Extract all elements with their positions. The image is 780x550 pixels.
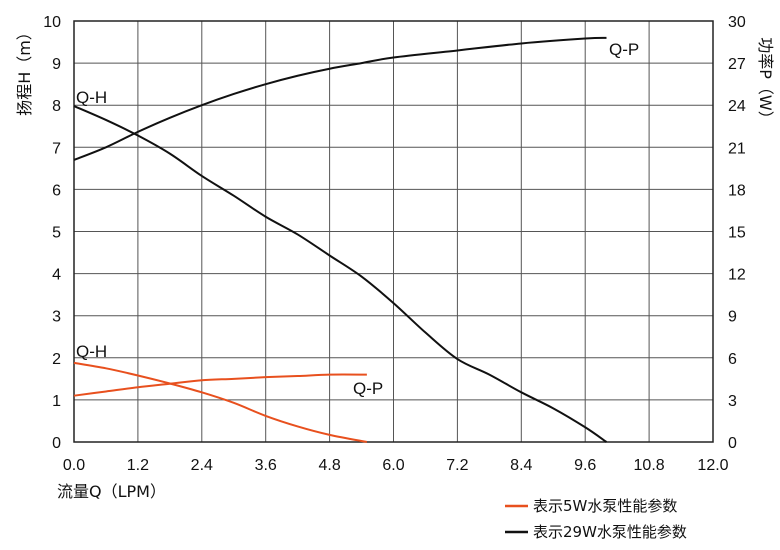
y-left-tick-label: 4 [52,267,61,284]
series-lines [73,36,608,443]
legend-label-5w: 表示5W水泵性能参数 [533,497,677,515]
plot-frame [73,20,714,443]
y-right-tick-label: 9 [728,309,737,326]
series-line-29w-qp [73,36,607,161]
grid [73,20,714,443]
y-right-tick-label: 21 [728,140,746,157]
x-tick-label: 2.4 [191,457,213,474]
y-right-tick-label: 27 [728,56,746,73]
y-right-tick-label: 0 [728,435,737,452]
x-tick-label: 9.6 [574,457,596,474]
legend: 表示5W水泵性能参数 表示29W水泵性能参数 [505,497,687,541]
y-left-tick-label: 3 [52,309,61,326]
y-right-tick-label: 12 [728,267,746,284]
y-right-tick-label: 6 [728,351,737,368]
legend-label-29w: 表示29W水泵性能参数 [533,523,687,541]
x-tick-label: 8.4 [510,457,532,474]
y-left-tick-label: 10 [43,14,61,31]
y-right-tick-label: 15 [728,225,746,242]
y-left-axis-title: 扬程H（m） [15,24,34,116]
y-left-tick-label: 5 [52,225,61,242]
series-label-29w-qp: Q-P [609,40,639,59]
y-left-tick-label: 8 [52,98,61,115]
series-line-29w-qh [73,105,608,443]
series-line-5w-qh [73,361,368,443]
y-left-tick-label: 9 [52,56,61,73]
y-left-tick-label: 7 [52,140,61,157]
y-left-tick-label: 2 [52,351,61,368]
x-tick-label: 1.2 [127,457,149,474]
x-tick-label: 3.6 [255,457,277,474]
series-label-5w-qh: Q-H [76,342,107,361]
x-tick-label: 7.2 [446,457,468,474]
series-label-29w-qh: Q-H [76,88,107,107]
y-right-tick-label: 3 [728,393,737,410]
y-right-axis-title: 功率P（W） [756,37,775,126]
series-line-5w-qp [73,373,367,397]
x-tick-label: 0.0 [63,457,85,474]
x-tick-label: 12.0 [697,457,728,474]
x-tick-label: 6.0 [382,457,404,474]
tick-labels: 0.0 1.2 2.4 3.6 4.8 6.0 7.2 8.4 9.6 10.8 12.001234… [43,14,746,474]
x-axis-title: 流量Q（LPM） [57,482,166,501]
y-right-tick-label: 18 [728,182,746,199]
y-left-tick-label: 1 [52,393,61,410]
series-label-5w-qp: Q-P [353,379,383,398]
x-tick-label: 4.8 [318,457,340,474]
y-left-tick-label: 0 [52,435,61,452]
y-right-tick-label: 30 [728,14,746,31]
x-tick-label: 10.8 [634,457,665,474]
y-left-tick-label: 6 [52,182,61,199]
y-right-tick-label: 24 [728,98,746,115]
